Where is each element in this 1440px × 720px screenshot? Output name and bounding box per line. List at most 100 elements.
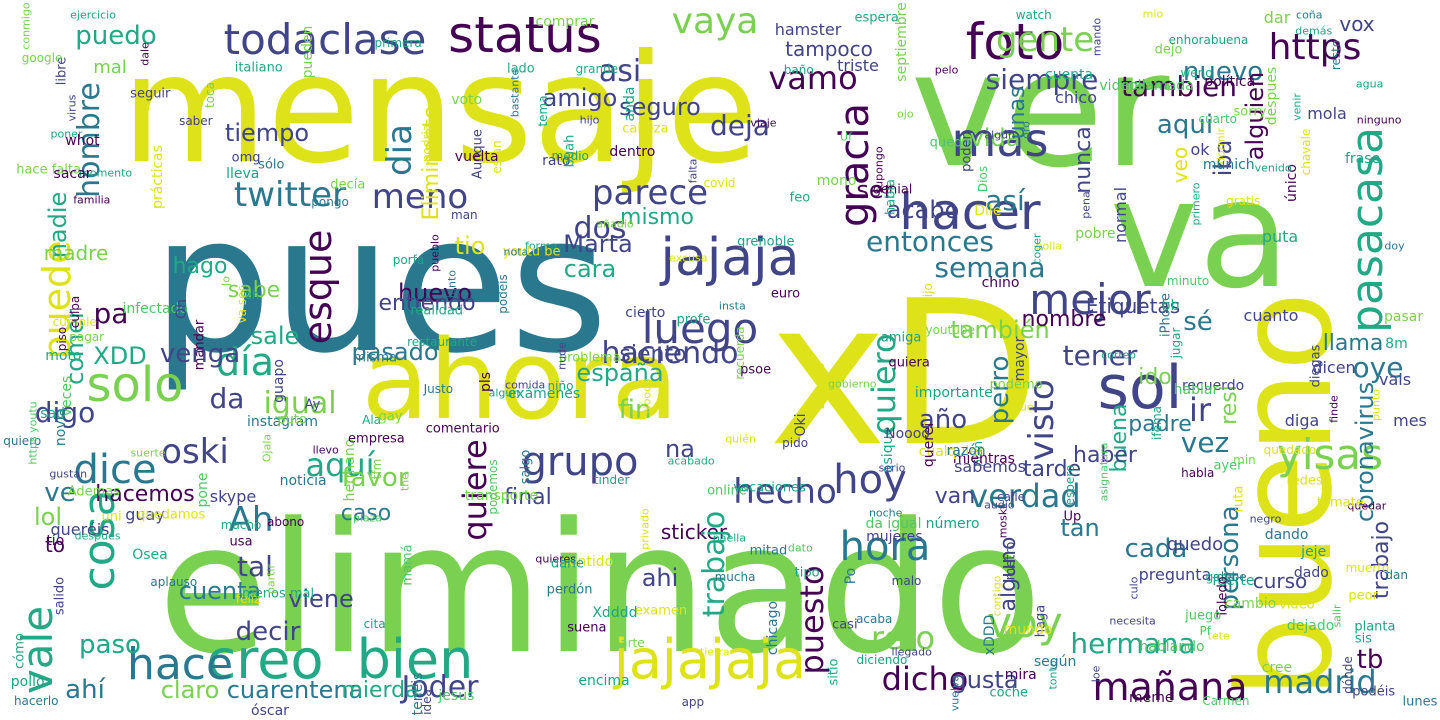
cloud-word-munich: munich xyxy=(1202,157,1255,174)
cloud-word-app: app xyxy=(681,694,705,709)
cloud-word-sentido: sentido xyxy=(561,553,614,570)
cloud-word-ay: Ay xyxy=(304,397,321,413)
cloud-word-puesto: puesto xyxy=(793,565,831,675)
cloud-word-carmen: Carmen xyxy=(1202,693,1250,708)
cloud-word-meme: meme xyxy=(1129,689,1174,706)
cloud-word-vuelva: vuelva xyxy=(948,674,962,711)
cloud-word-eliminaste: Eliminaste xyxy=(419,105,444,221)
cloud-word-negro: negro xyxy=(1249,512,1282,526)
cloud-word-diegas: diegas xyxy=(1308,344,1324,388)
cloud-word-como: cómo xyxy=(12,633,28,670)
cloud-word-chavale: chavale xyxy=(1298,128,1313,176)
cloud-word-habla: habla xyxy=(1181,466,1215,481)
cloud-word-jo: Jo xyxy=(219,275,233,286)
cloud-word-reto: reto xyxy=(870,619,936,657)
cloud-word-razon: razón xyxy=(946,442,986,459)
cloud-word-caso: caso xyxy=(340,501,392,526)
cloud-word-seguro: seguro xyxy=(619,93,701,121)
cloud-word-pelo: pelo xyxy=(934,63,959,77)
cloud-word-dijo: dijo xyxy=(920,283,935,305)
cloud-word-partir: partir xyxy=(264,563,278,594)
cloud-word-marta: Marta xyxy=(563,230,633,258)
cloud-word-mucha: mucha xyxy=(714,570,756,585)
cloud-word-oye: oye xyxy=(1352,351,1404,384)
cloud-word-pregunta: pregunta xyxy=(1138,565,1212,584)
cloud-word-final: final xyxy=(504,485,552,510)
cloud-word-solo-432: sólo xyxy=(258,157,285,173)
cloud-word-ok: ok xyxy=(1190,140,1210,159)
cloud-word-restaurante: restaurante xyxy=(407,334,478,349)
cloud-word-dar: dar xyxy=(1263,8,1291,27)
cloud-word-dice: dice xyxy=(73,447,157,493)
cloud-word-excusa: excusa xyxy=(669,251,708,265)
cloud-word-quien: quién xyxy=(725,432,756,446)
cloud-word-guay: guay xyxy=(125,505,165,524)
cloud-word-etiquetas: Etiquetas xyxy=(1085,294,1181,318)
cloud-word-uni: uni xyxy=(101,509,122,525)
cloud-word-asignatura: asignatura xyxy=(1097,442,1111,502)
cloud-word-coche: coche xyxy=(989,685,1029,701)
cloud-word-finde: finde xyxy=(1327,395,1341,423)
cloud-word-cada: cada xyxy=(1124,534,1188,564)
cloud-word-ninguno: ninguno xyxy=(1356,113,1402,127)
cloud-word-frase: frase xyxy=(1344,150,1381,167)
cloud-word-insta: insta xyxy=(718,299,746,313)
cloud-word-comentario: comentario xyxy=(425,421,500,437)
cloud-word-acabo: acabo xyxy=(886,196,960,224)
cloud-word-amigo: amigo xyxy=(542,84,618,112)
cloud-word-profe: profe xyxy=(676,312,711,328)
cloud-word-decir: decir xyxy=(235,617,301,647)
cloud-word-ayer: ayer xyxy=(1213,458,1243,474)
cloud-word-dia: día xyxy=(216,340,274,384)
cloud-word-espero: espero xyxy=(1063,464,1078,506)
cloud-word-man: man xyxy=(451,207,478,222)
cloud-word-youtu-be: youtu be xyxy=(502,244,561,260)
cloud-word-ojala: Ojala xyxy=(260,433,274,462)
cloud-word-weno: weno xyxy=(1180,65,1213,80)
cloud-word-sad: sad xyxy=(40,405,66,422)
cloud-word-nunca: nunca xyxy=(1071,126,1096,194)
cloud-word-sol: sol xyxy=(1097,353,1183,423)
cloud-word-instagram: instagram xyxy=(247,413,319,430)
cloud-word-ser: ser xyxy=(856,176,894,204)
cloud-word-xdd: XDD xyxy=(93,342,147,370)
cloud-word-algun-478: algun xyxy=(488,386,520,400)
cloud-word-resto: resto xyxy=(1329,39,1344,71)
cloud-word-parece: parece xyxy=(591,173,709,213)
cloud-word-in: in xyxy=(1299,514,1310,528)
cloud-word-hablando: hablando xyxy=(1139,639,1205,656)
cloud-word-mensaje: mensaje xyxy=(121,23,759,197)
cloud-word-xdddd: Xdddd xyxy=(592,605,638,622)
cloud-word-favor: favor xyxy=(341,463,409,493)
cloud-word-fin: fin xyxy=(618,395,652,425)
cloud-word-cualquier: cualquier xyxy=(918,443,984,460)
cloud-word-amiga: amiga xyxy=(880,330,922,346)
cloud-word-gana: gana xyxy=(1205,569,1236,584)
cloud-word-cara: cara xyxy=(563,255,617,283)
cloud-word-creo: creo xyxy=(206,628,324,691)
cloud-word-bien: bien xyxy=(356,628,474,691)
cloud-word-polla: polla xyxy=(1035,239,1063,253)
cloud-word-haciendo: haciendo xyxy=(601,336,739,371)
cloud-word-po: Po xyxy=(843,567,860,585)
cloud-word-pueden: pueden xyxy=(299,26,316,79)
cloud-word-pues: pues xyxy=(151,174,609,395)
cloud-word-jesus: jesus xyxy=(438,687,475,704)
cloud-word-hacerlo: hacerlo xyxy=(13,694,59,709)
cloud-word-curso: curso xyxy=(1252,569,1308,593)
cloud-word-skype: skype xyxy=(209,487,257,506)
cloud-word-primera: primera xyxy=(374,35,422,50)
cloud-word-bastante: bastante xyxy=(508,68,522,118)
cloud-word-hecho: hecho xyxy=(733,472,837,512)
cloud-word-eliminado: eliminado xyxy=(157,485,1043,694)
cloud-word-ah: Ah xyxy=(228,500,274,540)
cloud-word-conmigo: conmigo xyxy=(19,2,33,50)
cloud-word-examenes: exámenes xyxy=(507,386,581,403)
cloud-word-septiembre: septiembre xyxy=(893,2,910,82)
cloud-word-verdad: verdad xyxy=(969,477,1081,515)
cloud-word-tomate: tomate xyxy=(1316,495,1364,511)
cloud-word-cambio: cambio xyxy=(1224,596,1277,613)
cloud-word-despues: despues xyxy=(1263,66,1280,126)
cloud-word-uf: Uf xyxy=(840,130,852,144)
cloud-word-empresa: empresa xyxy=(348,431,405,447)
